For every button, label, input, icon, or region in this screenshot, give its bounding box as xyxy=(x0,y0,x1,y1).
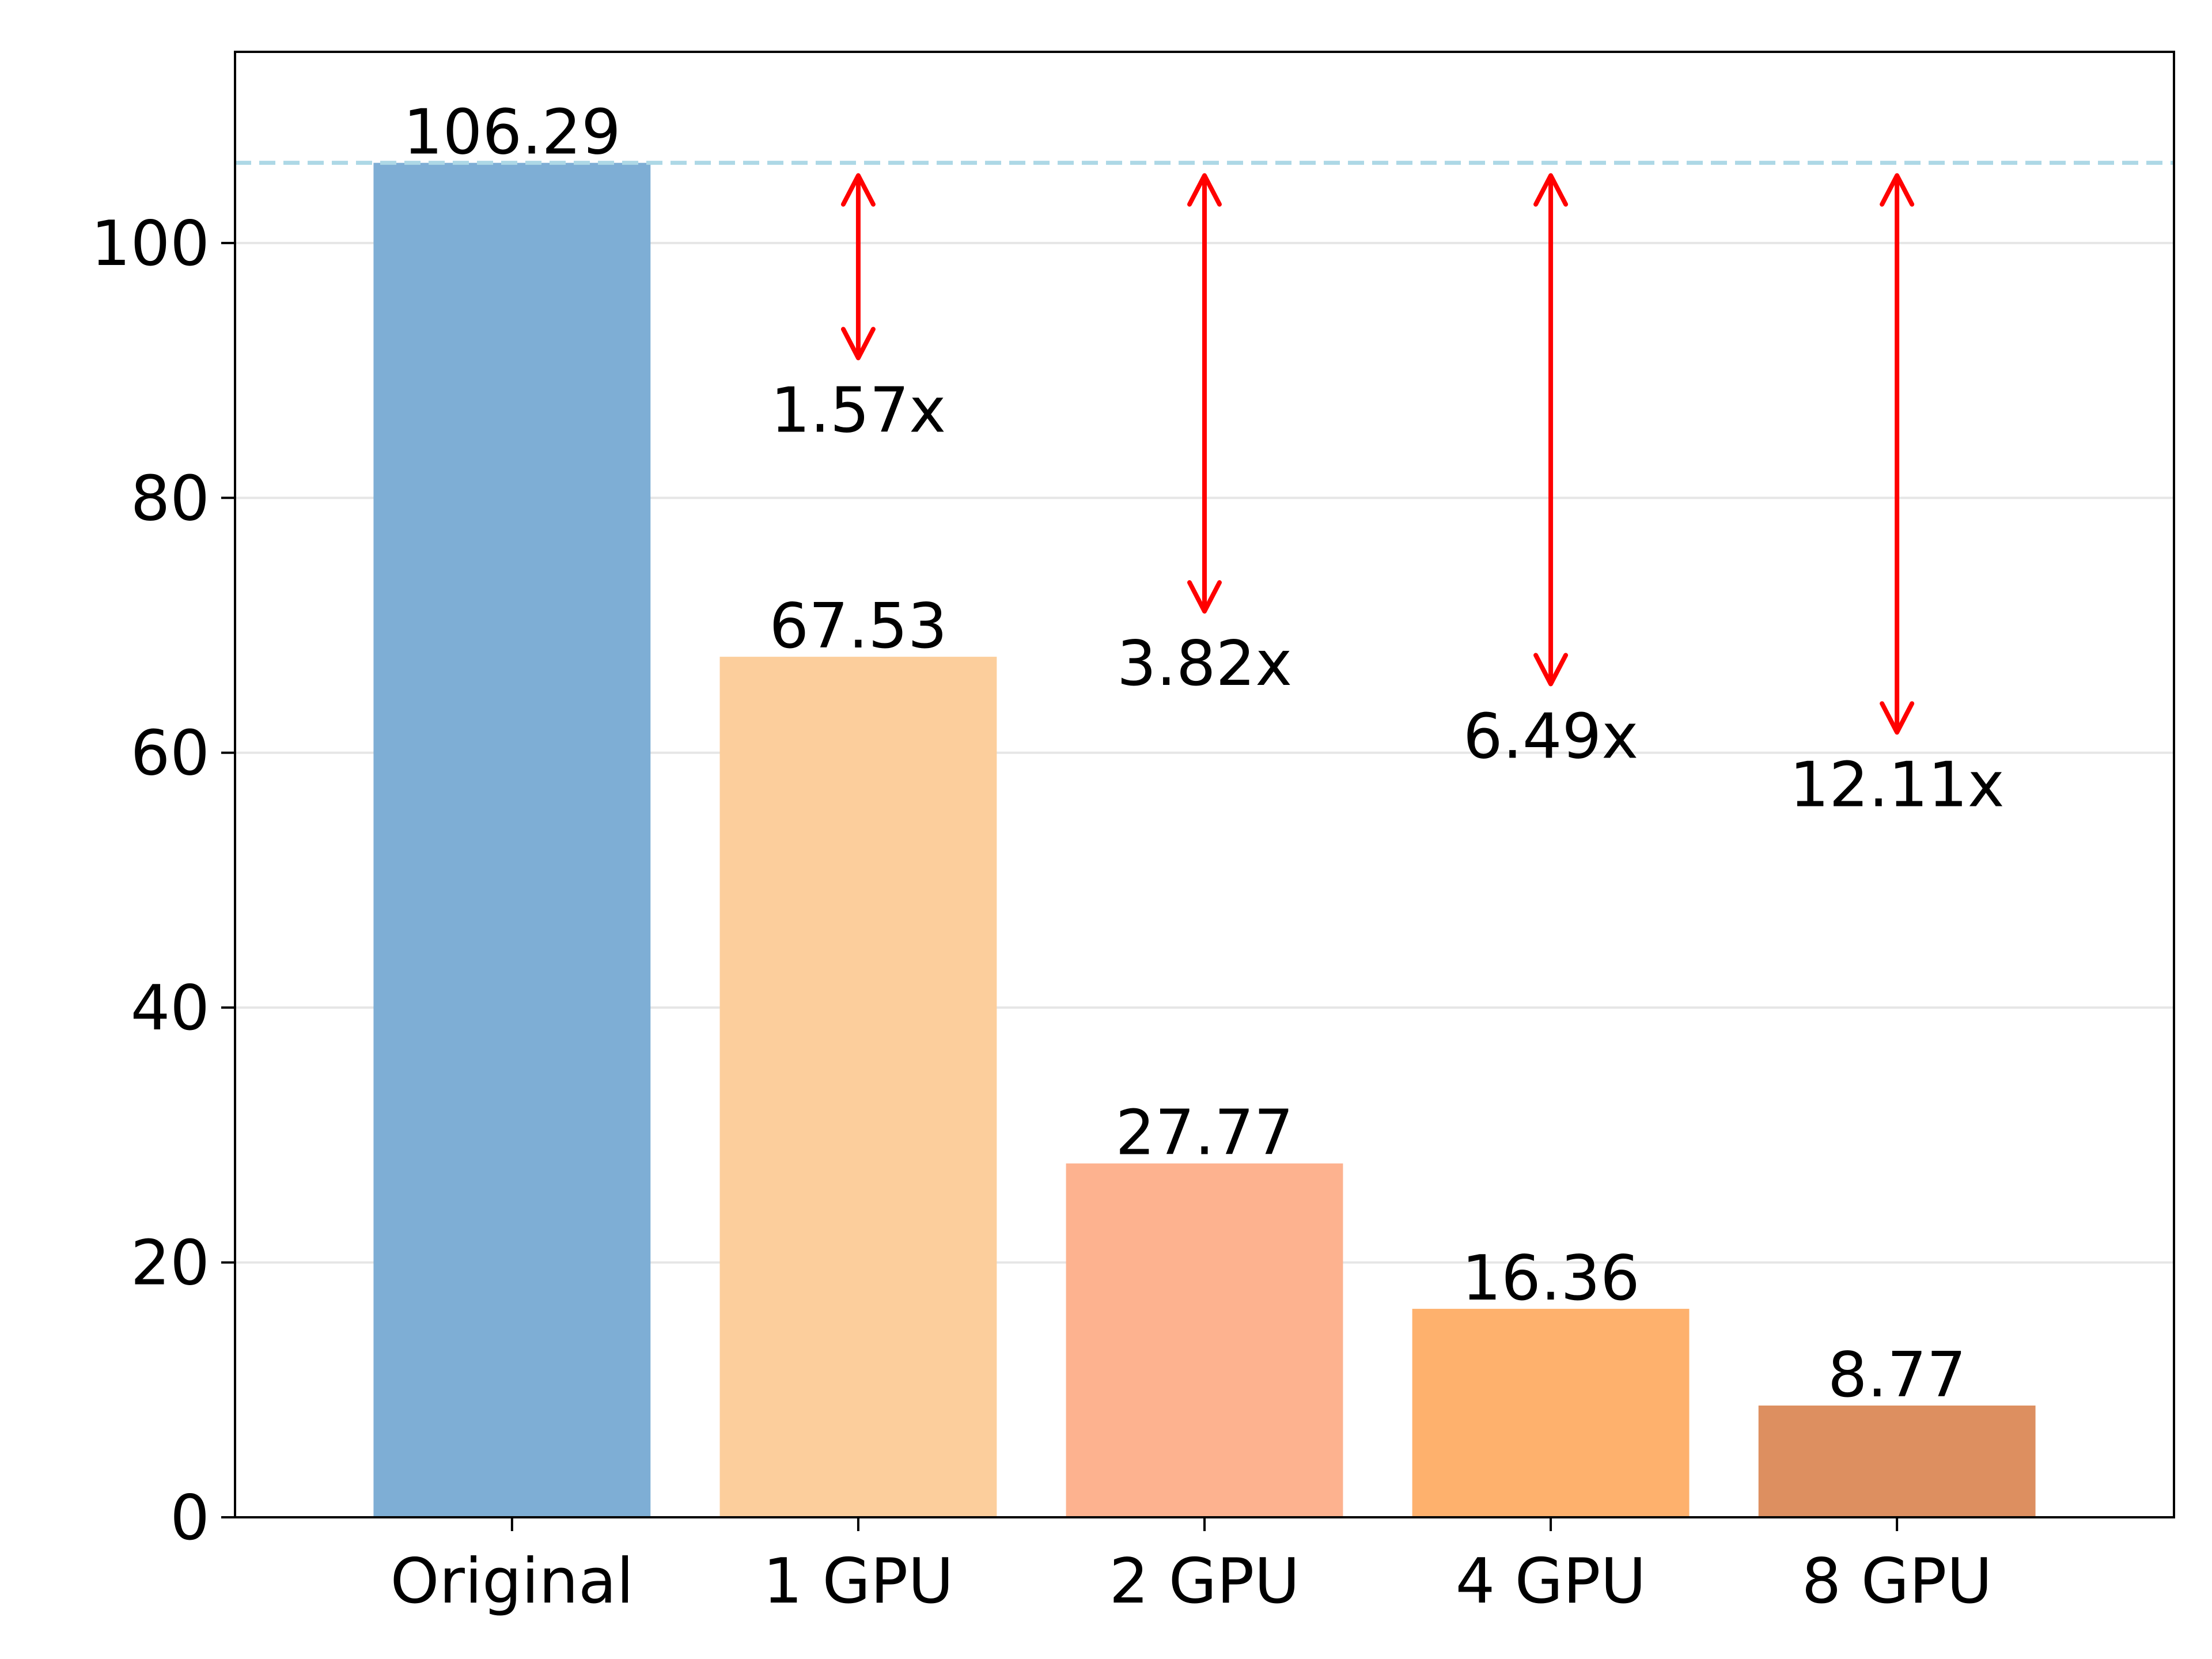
x-tick-label: 8 GPU xyxy=(1802,1546,1993,1618)
speedup-label: 6.49x xyxy=(1463,700,1638,772)
x-tick-label: 2 GPU xyxy=(1109,1546,1300,1618)
speedup-arrowhead-down xyxy=(1187,580,1222,614)
speedup-arrowhead-down xyxy=(1533,653,1569,687)
speedup-arrowhead-up xyxy=(840,173,876,207)
x-tick-label: Original xyxy=(391,1546,634,1618)
y-tick-label: 80 xyxy=(131,463,210,535)
bar-value-label: 67.53 xyxy=(769,590,947,662)
bar xyxy=(719,657,997,1517)
y-tick-label: 0 xyxy=(170,1482,210,1554)
x-tick-label: 1 GPU xyxy=(763,1546,953,1618)
speedup-arrowhead-up xyxy=(1880,173,1915,207)
bars xyxy=(373,162,2036,1517)
bar-value-label: 16.36 xyxy=(1461,1243,1639,1315)
bar xyxy=(1758,1405,2036,1517)
bar xyxy=(373,162,651,1517)
y-tick-label: 40 xyxy=(131,972,210,1044)
speedup-arrowhead-down xyxy=(840,327,876,361)
y-tick-label: 100 xyxy=(91,208,210,280)
speedup-arrowhead-up xyxy=(1187,173,1222,207)
y-tick-label: 60 xyxy=(131,718,210,790)
bar-value-label: 106.29 xyxy=(403,97,621,169)
speedup-arrows xyxy=(840,173,1915,735)
bar xyxy=(1066,1163,1343,1517)
bar xyxy=(1412,1309,1690,1517)
speedup-arrowhead-down xyxy=(1880,701,1915,735)
speedup-arrowhead-up xyxy=(1533,173,1569,207)
data-labels: 106.29 67.53 27.77 16.36 8.77 1.57x 3.82x 6.49x… xyxy=(403,97,2005,1411)
x-tick-label: 4 GPU xyxy=(1456,1546,1646,1618)
bar-value-label: 8.77 xyxy=(1828,1339,1966,1411)
speedup-label: 12.11x xyxy=(1790,749,2005,821)
speedup-label: 3.82x xyxy=(1117,628,1292,700)
bar-value-label: 27.77 xyxy=(1115,1097,1293,1169)
axis-ticks: 0 20 40 60 80 100 Original 1 GPU 2 GPU 4 GPU 8 GPU xyxy=(91,208,1993,1618)
speedup-label: 1.57x xyxy=(771,374,946,446)
y-tick-label: 20 xyxy=(131,1228,210,1300)
